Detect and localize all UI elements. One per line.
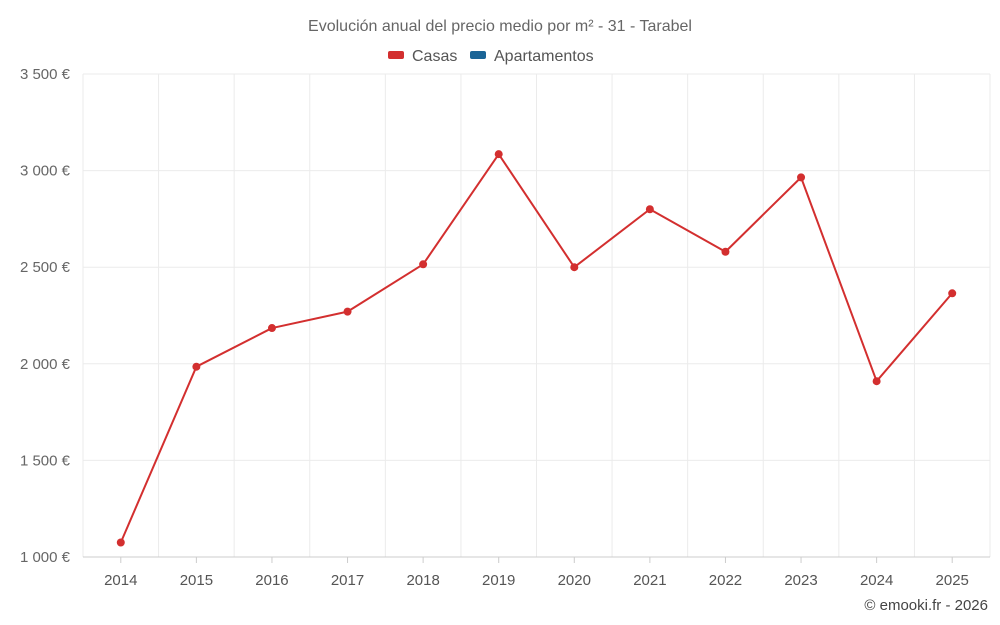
y-tick-label: 2 000 € <box>20 356 71 373</box>
data-point-2025 <box>948 289 957 298</box>
x-tick-label: 2018 <box>406 572 439 589</box>
data-point-2017 <box>343 307 352 316</box>
data-point-2020 <box>570 263 579 272</box>
x-tick-label: 2019 <box>482 572 515 589</box>
data-point-2024 <box>872 377 881 386</box>
chart-title: Evolución anual del precio medio por m² … <box>308 18 692 35</box>
y-tick-label: 1 500 € <box>20 452 71 469</box>
x-tick-label: 2016 <box>255 572 288 589</box>
x-axis-ticks: 2014 2015 2016 2017 2018 2019 2020 2021 2022 2023… <box>104 557 969 589</box>
grid <box>82 73 991 558</box>
y-tick-label: 3 000 € <box>20 163 71 180</box>
data-point-2015 <box>192 362 201 371</box>
legend-label-apartamentos: Apartamentos <box>494 48 594 65</box>
series-layer <box>116 150 957 547</box>
y-tick-label: 1 000 € <box>20 549 71 566</box>
y-axis-ticks: 1 000 € 1 500 € 2 000 € 2 500 € 3 000 € 3 500… <box>20 66 71 566</box>
x-tick-label: 2025 <box>936 572 969 589</box>
data-point-2018 <box>419 260 428 269</box>
legend-label-casas: Casas <box>412 48 457 65</box>
data-point-2019 <box>494 150 503 159</box>
data-point-2021 <box>645 205 654 214</box>
x-tick-label: 2015 <box>180 572 213 589</box>
legend-swatch-apartamentos <box>470 51 486 59</box>
data-point-2014 <box>116 538 125 547</box>
legend-swatch-casas <box>388 51 404 59</box>
data-point-2022 <box>721 247 730 256</box>
x-tick-label: 2021 <box>633 572 666 589</box>
x-tick-label: 2023 <box>784 572 817 589</box>
x-tick-label: 2022 <box>709 572 742 589</box>
data-point-2023 <box>797 173 806 182</box>
data-point-2016 <box>267 324 276 333</box>
x-tick-label: 2020 <box>558 572 591 589</box>
y-tick-label: 3 500 € <box>20 66 71 83</box>
y-tick-label: 2 500 € <box>20 259 71 276</box>
x-tick-label: 2024 <box>860 572 893 589</box>
credit-text: © emooki.fr - 2026 <box>864 597 988 614</box>
series-line-casas <box>119 153 953 543</box>
x-tick-label: 2014 <box>104 572 137 589</box>
legend: Casas Apartamentos <box>388 48 594 65</box>
x-tick-label: 2017 <box>331 572 364 589</box>
